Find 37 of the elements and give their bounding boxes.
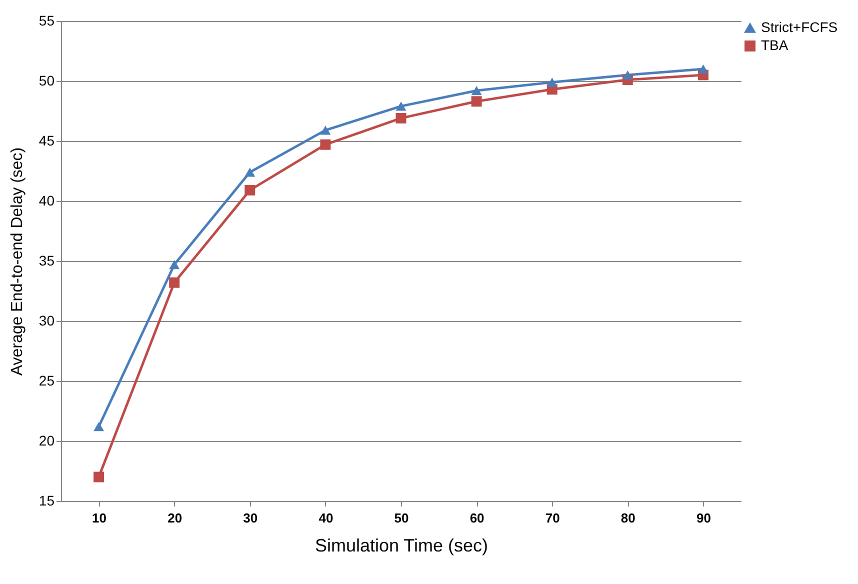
- point: [320, 126, 331, 135]
- point: [471, 96, 482, 107]
- point: [94, 472, 104, 482]
- point: [244, 168, 256, 177]
- x-tick-label: 90: [696, 510, 711, 526]
- point: [546, 78, 558, 87]
- point: [320, 139, 331, 150]
- y-tick-label: 45: [38, 132, 55, 148]
- x-tick-label: 10: [92, 510, 107, 526]
- y-tick-label: 40: [38, 192, 55, 208]
- legend-label: Strict+FCFS: [761, 19, 838, 35]
- point: [622, 70, 633, 80]
- point: [244, 184, 256, 196]
- point: [169, 277, 180, 288]
- y-tick-label: 55: [38, 12, 55, 28]
- point: [94, 422, 104, 432]
- x-tick-label: 50: [394, 510, 409, 526]
- x-tick-label: 40: [318, 510, 334, 526]
- y-tick-label: 20: [38, 432, 55, 448]
- y-tick-label: 35: [38, 252, 55, 268]
- x-tick-label: 70: [545, 510, 560, 526]
- x-tick-label: 30: [243, 510, 258, 526]
- y-axis-title: Average End-to-end Delay (sec): [8, 147, 26, 376]
- point: [396, 102, 406, 111]
- x-axis-title: Simulation Time (sec): [314, 536, 488, 556]
- x-tick-label: 60: [470, 510, 484, 526]
- point: [698, 64, 708, 74]
- y-tick-label: 15: [38, 492, 55, 508]
- point: [471, 86, 482, 96]
- x-tick-label: 20: [168, 510, 182, 526]
- point: [169, 260, 180, 270]
- y-tick-label: 30: [38, 312, 55, 328]
- point: [396, 112, 406, 124]
- legend-label: TBA: [761, 37, 789, 53]
- y-tick-label: 50: [38, 72, 55, 88]
- x-tick-label: 80: [620, 510, 636, 526]
- y-tick-label: 25: [38, 372, 55, 388]
